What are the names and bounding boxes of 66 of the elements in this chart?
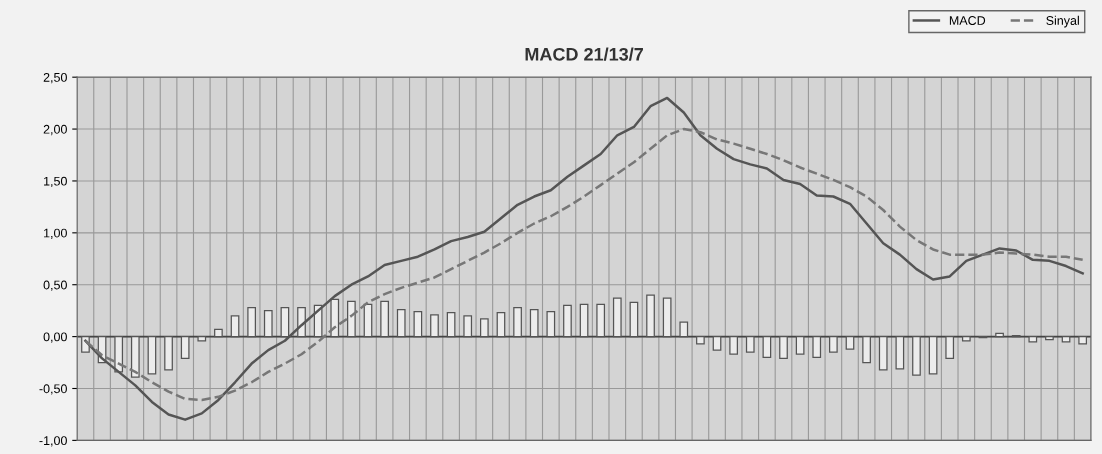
bar	[114, 335, 124, 373]
bar	[413, 311, 423, 338]
bar	[130, 335, 140, 378]
bar	[280, 306, 290, 338]
bar	[463, 315, 473, 338]
y-tick-label: 0,50	[43, 280, 67, 291]
y-tick-label: -1,00	[39, 436, 67, 447]
bar	[1078, 335, 1088, 345]
bar	[629, 301, 639, 338]
legend-label: MACD	[949, 16, 986, 25]
bar	[164, 335, 173, 371]
bar	[878, 335, 888, 371]
line-series	[84, 96, 1084, 421]
bar	[563, 304, 572, 338]
bar	[795, 335, 805, 355]
y-tick-label: 2,50	[43, 72, 67, 84]
bar	[829, 335, 838, 353]
bar	[496, 312, 506, 338]
bar	[845, 335, 855, 350]
bar	[513, 306, 522, 338]
bar	[546, 311, 556, 338]
bar	[230, 315, 240, 338]
chart-title: MACD 21/13/7	[525, 47, 643, 61]
bar	[612, 297, 622, 338]
bar	[147, 335, 157, 375]
bar	[745, 335, 755, 353]
y-tick-label: 0,00	[43, 332, 67, 343]
bar	[479, 318, 489, 338]
y-tick-label: 2,00	[43, 124, 67, 136]
bar	[679, 321, 689, 338]
bar	[995, 332, 1004, 338]
bar	[662, 297, 672, 338]
bar	[247, 306, 257, 338]
line-series	[84, 127, 1084, 402]
bar	[779, 335, 788, 360]
bar	[579, 303, 589, 338]
bar	[729, 335, 739, 355]
bar	[347, 300, 356, 338]
bar	[961, 335, 971, 342]
bar	[446, 312, 456, 338]
bar	[895, 335, 905, 370]
bar	[180, 335, 190, 360]
legend-label: Sinyal	[1046, 15, 1079, 28]
bar	[197, 335, 207, 342]
bar	[1028, 335, 1038, 343]
bar	[696, 335, 705, 345]
y-tick-label: 1,00	[44, 228, 67, 239]
bar	[529, 309, 539, 338]
bar	[862, 335, 871, 364]
bar	[596, 303, 606, 338]
bar	[380, 300, 389, 338]
bar	[330, 298, 340, 338]
bar	[945, 335, 955, 360]
bar	[928, 335, 938, 375]
bar	[812, 335, 822, 358]
bar	[214, 328, 223, 338]
y-tick-label: -0,50	[39, 384, 67, 395]
bar	[430, 314, 439, 338]
bar	[912, 335, 921, 376]
bar	[396, 309, 406, 338]
bar	[263, 310, 273, 338]
y-tick-label: 1,50	[44, 176, 67, 188]
bar	[1045, 335, 1054, 341]
bar	[762, 335, 772, 358]
bar	[712, 335, 722, 351]
bar	[646, 294, 655, 338]
